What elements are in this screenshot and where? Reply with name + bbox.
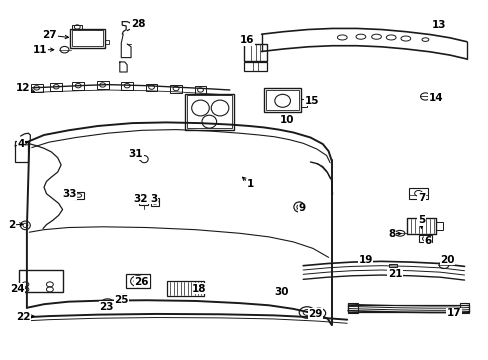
Bar bbox=[72, 25, 82, 29]
Bar bbox=[184, 94, 233, 130]
Bar bbox=[31, 84, 42, 92]
Bar bbox=[73, 192, 84, 199]
Bar bbox=[15, 141, 28, 162]
Text: 14: 14 bbox=[428, 93, 443, 103]
Text: 33: 33 bbox=[62, 189, 77, 199]
Bar bbox=[97, 81, 108, 89]
Text: 8: 8 bbox=[388, 229, 395, 239]
Text: 13: 13 bbox=[431, 20, 446, 30]
Bar bbox=[126, 274, 149, 288]
Bar bbox=[167, 281, 203, 296]
Text: 9: 9 bbox=[298, 203, 305, 213]
Text: 5: 5 bbox=[417, 215, 424, 225]
Text: 15: 15 bbox=[304, 96, 319, 106]
Bar bbox=[244, 62, 266, 71]
Bar bbox=[72, 82, 84, 90]
Text: 23: 23 bbox=[99, 302, 114, 312]
Bar bbox=[194, 86, 206, 94]
Text: 16: 16 bbox=[239, 35, 254, 45]
Bar bbox=[121, 82, 133, 90]
Bar bbox=[145, 84, 157, 91]
Text: 11: 11 bbox=[33, 45, 47, 55]
Bar bbox=[347, 305, 468, 312]
Text: 24: 24 bbox=[10, 284, 24, 294]
Text: 30: 30 bbox=[273, 287, 288, 297]
Bar bbox=[119, 294, 126, 299]
Text: 6: 6 bbox=[424, 236, 430, 246]
Text: 28: 28 bbox=[130, 19, 145, 30]
Bar bbox=[347, 303, 357, 313]
Text: 10: 10 bbox=[280, 114, 294, 125]
Text: 25: 25 bbox=[114, 294, 128, 305]
Bar bbox=[300, 99, 306, 107]
Bar bbox=[50, 83, 62, 91]
Text: 18: 18 bbox=[192, 284, 206, 294]
Bar bbox=[265, 90, 298, 110]
Text: 31: 31 bbox=[128, 149, 143, 159]
Text: 19: 19 bbox=[358, 255, 372, 265]
Bar bbox=[264, 88, 300, 112]
Bar bbox=[435, 222, 442, 230]
Text: 4: 4 bbox=[17, 139, 25, 149]
Bar bbox=[105, 40, 109, 44]
Bar bbox=[19, 270, 62, 292]
Text: 21: 21 bbox=[387, 269, 402, 279]
Text: 32: 32 bbox=[133, 194, 148, 204]
Bar bbox=[276, 289, 284, 296]
Bar bbox=[388, 264, 396, 267]
Text: 7: 7 bbox=[417, 193, 425, 203]
Bar bbox=[459, 303, 468, 313]
Text: 27: 27 bbox=[42, 30, 57, 40]
Text: 3: 3 bbox=[150, 194, 157, 204]
Text: 22: 22 bbox=[16, 312, 31, 322]
Bar bbox=[418, 235, 431, 242]
Bar bbox=[72, 30, 103, 46]
Bar bbox=[70, 29, 105, 48]
Text: 12: 12 bbox=[16, 83, 30, 93]
Text: 26: 26 bbox=[134, 276, 149, 287]
Bar bbox=[186, 95, 231, 128]
Text: 29: 29 bbox=[307, 309, 322, 319]
Bar bbox=[139, 197, 148, 205]
Bar bbox=[170, 85, 182, 93]
Text: 1: 1 bbox=[246, 179, 253, 189]
Bar bbox=[150, 198, 159, 206]
Text: 17: 17 bbox=[446, 308, 460, 318]
Bar bbox=[244, 44, 266, 61]
Text: 2: 2 bbox=[9, 220, 16, 230]
Bar bbox=[408, 188, 427, 199]
Text: 20: 20 bbox=[439, 255, 454, 265]
